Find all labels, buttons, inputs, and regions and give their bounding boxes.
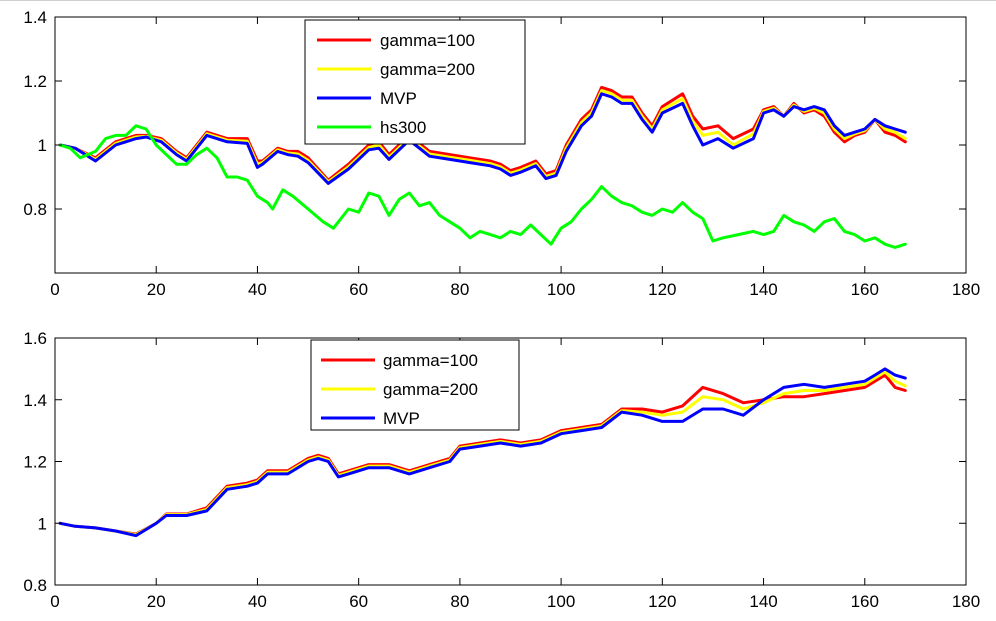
y-tick-label: 1.4 [23,391,47,410]
window-top-border [0,0,996,1]
y-tick-label: 1.6 [23,329,47,348]
legend: gamma=100 gamma=200 MVP hs300 [304,19,526,145]
legend-label-gamma-200: gamma=200 [383,380,478,399]
series-group [58,367,907,538]
series-group [58,85,907,249]
y-tick-label: 1.2 [23,72,47,91]
x-tick-label: 120 [648,592,676,611]
x-tick-label: 80 [450,592,469,611]
x-tick-label: 80 [450,280,469,299]
chart-bottom: 0 20 40 60 80 100 120 140 160 180 0.8 1 1.2 1.4 1.6 gam… [23,329,980,611]
x-tick-label: 20 [147,280,166,299]
y-tick-label: 0.8 [23,200,47,219]
x-tick-label: 180 [952,592,980,611]
series-line-hs300 [58,124,907,249]
legend: gamma=100 gamma=200 MVP [310,339,520,431]
legend-label-gamma-100: gamma=100 [383,351,478,370]
x-tick-label: 140 [749,280,777,299]
x-tick-label: 0 [50,280,59,299]
y-tick-label: 1 [38,136,47,155]
x-tick-label: 180 [952,280,980,299]
y-tick-label: 1 [38,514,47,533]
legend-label-mvp: MVP [380,89,417,108]
series-line-mvp [58,367,907,538]
x-tick-label: 100 [547,592,575,611]
legend-box [310,339,520,431]
x-tick-label: 160 [851,592,879,611]
x-tick-label: 160 [851,280,879,299]
series-line-mvp [58,92,907,185]
y-tick-label: 1.4 [23,8,47,27]
y-tick-label: 0.8 [23,576,47,595]
x-tick-label: 100 [547,280,575,299]
x-tick-label: 40 [248,592,267,611]
legend-label-hs300: hs300 [380,118,426,137]
legend-label-gamma-200: gamma=200 [380,60,475,79]
x-tick-label: 60 [349,280,368,299]
y-tick-label: 1.2 [23,453,47,472]
chart-top: 0 20 40 60 80 100 120 140 160 180 0.8 1 1.2 1.4 gamma=… [23,8,980,299]
x-tick-label: 0 [50,592,59,611]
x-tick-label: 120 [648,280,676,299]
x-tick-label: 140 [749,592,777,611]
x-tick-label: 60 [349,592,368,611]
legend-label-mvp: MVP [383,409,420,428]
x-tick-label: 40 [248,280,267,299]
legend-label-gamma-100: gamma=100 [380,31,475,50]
x-tick-label: 20 [147,592,166,611]
